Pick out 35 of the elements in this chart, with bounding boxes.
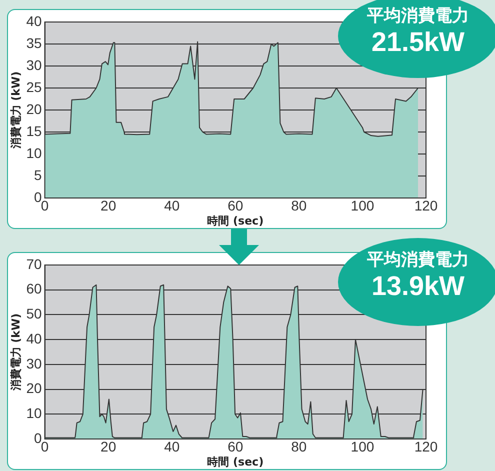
y-axis-title: 消費電力 (kW) [9,71,22,150]
y-tick-label: 10 [26,144,42,161]
x-axis-title: 時間 (sec) [207,214,264,228]
y-tick-label: 25 [26,78,42,95]
y-tick-label: 5 [34,166,42,183]
x-tick-label: 120 [414,438,438,454]
x-axis-title: 時間 (sec) [207,455,264,468]
x-tick-label: 20 [100,438,116,454]
annotation: 平均消費電力 [366,5,470,27]
y-tick-label: 60 [26,280,42,297]
x-tick-label: 80 [291,197,307,214]
y-tick-label: 30 [26,56,42,73]
y-tick-label: 70 [26,256,42,272]
y-tick-label: 20 [26,100,42,117]
y-tick-label: 10 [26,405,42,421]
x-tick-label: 100 [350,197,374,214]
x-tick-label: 120 [414,197,438,214]
x-tick-label: 60 [228,197,244,214]
y-tick-label: 50 [26,306,42,322]
y-tick-label: 40 [26,12,42,29]
x-tick-label: 100 [350,438,374,454]
y-tick-label: 20 [26,380,42,396]
y-tick-label: 40 [26,330,42,346]
x-tick-label: 60 [228,438,244,454]
x-tick-label: 40 [164,197,180,214]
y-axis-title: 消費電力 (kW) [9,313,22,392]
annotation: 13.9kW [370,271,466,301]
y-tick-label: 30 [26,355,42,372]
x-tick-label: 20 [100,197,116,214]
x-tick-label: 80 [291,438,307,454]
annotation: 平均消費電力 [366,249,470,271]
y-tick-label: 35 [26,34,42,51]
y-tick-label: 15 [26,122,42,139]
annotation: 21.5kW [370,27,466,57]
x-tick-label: 40 [164,438,180,454]
